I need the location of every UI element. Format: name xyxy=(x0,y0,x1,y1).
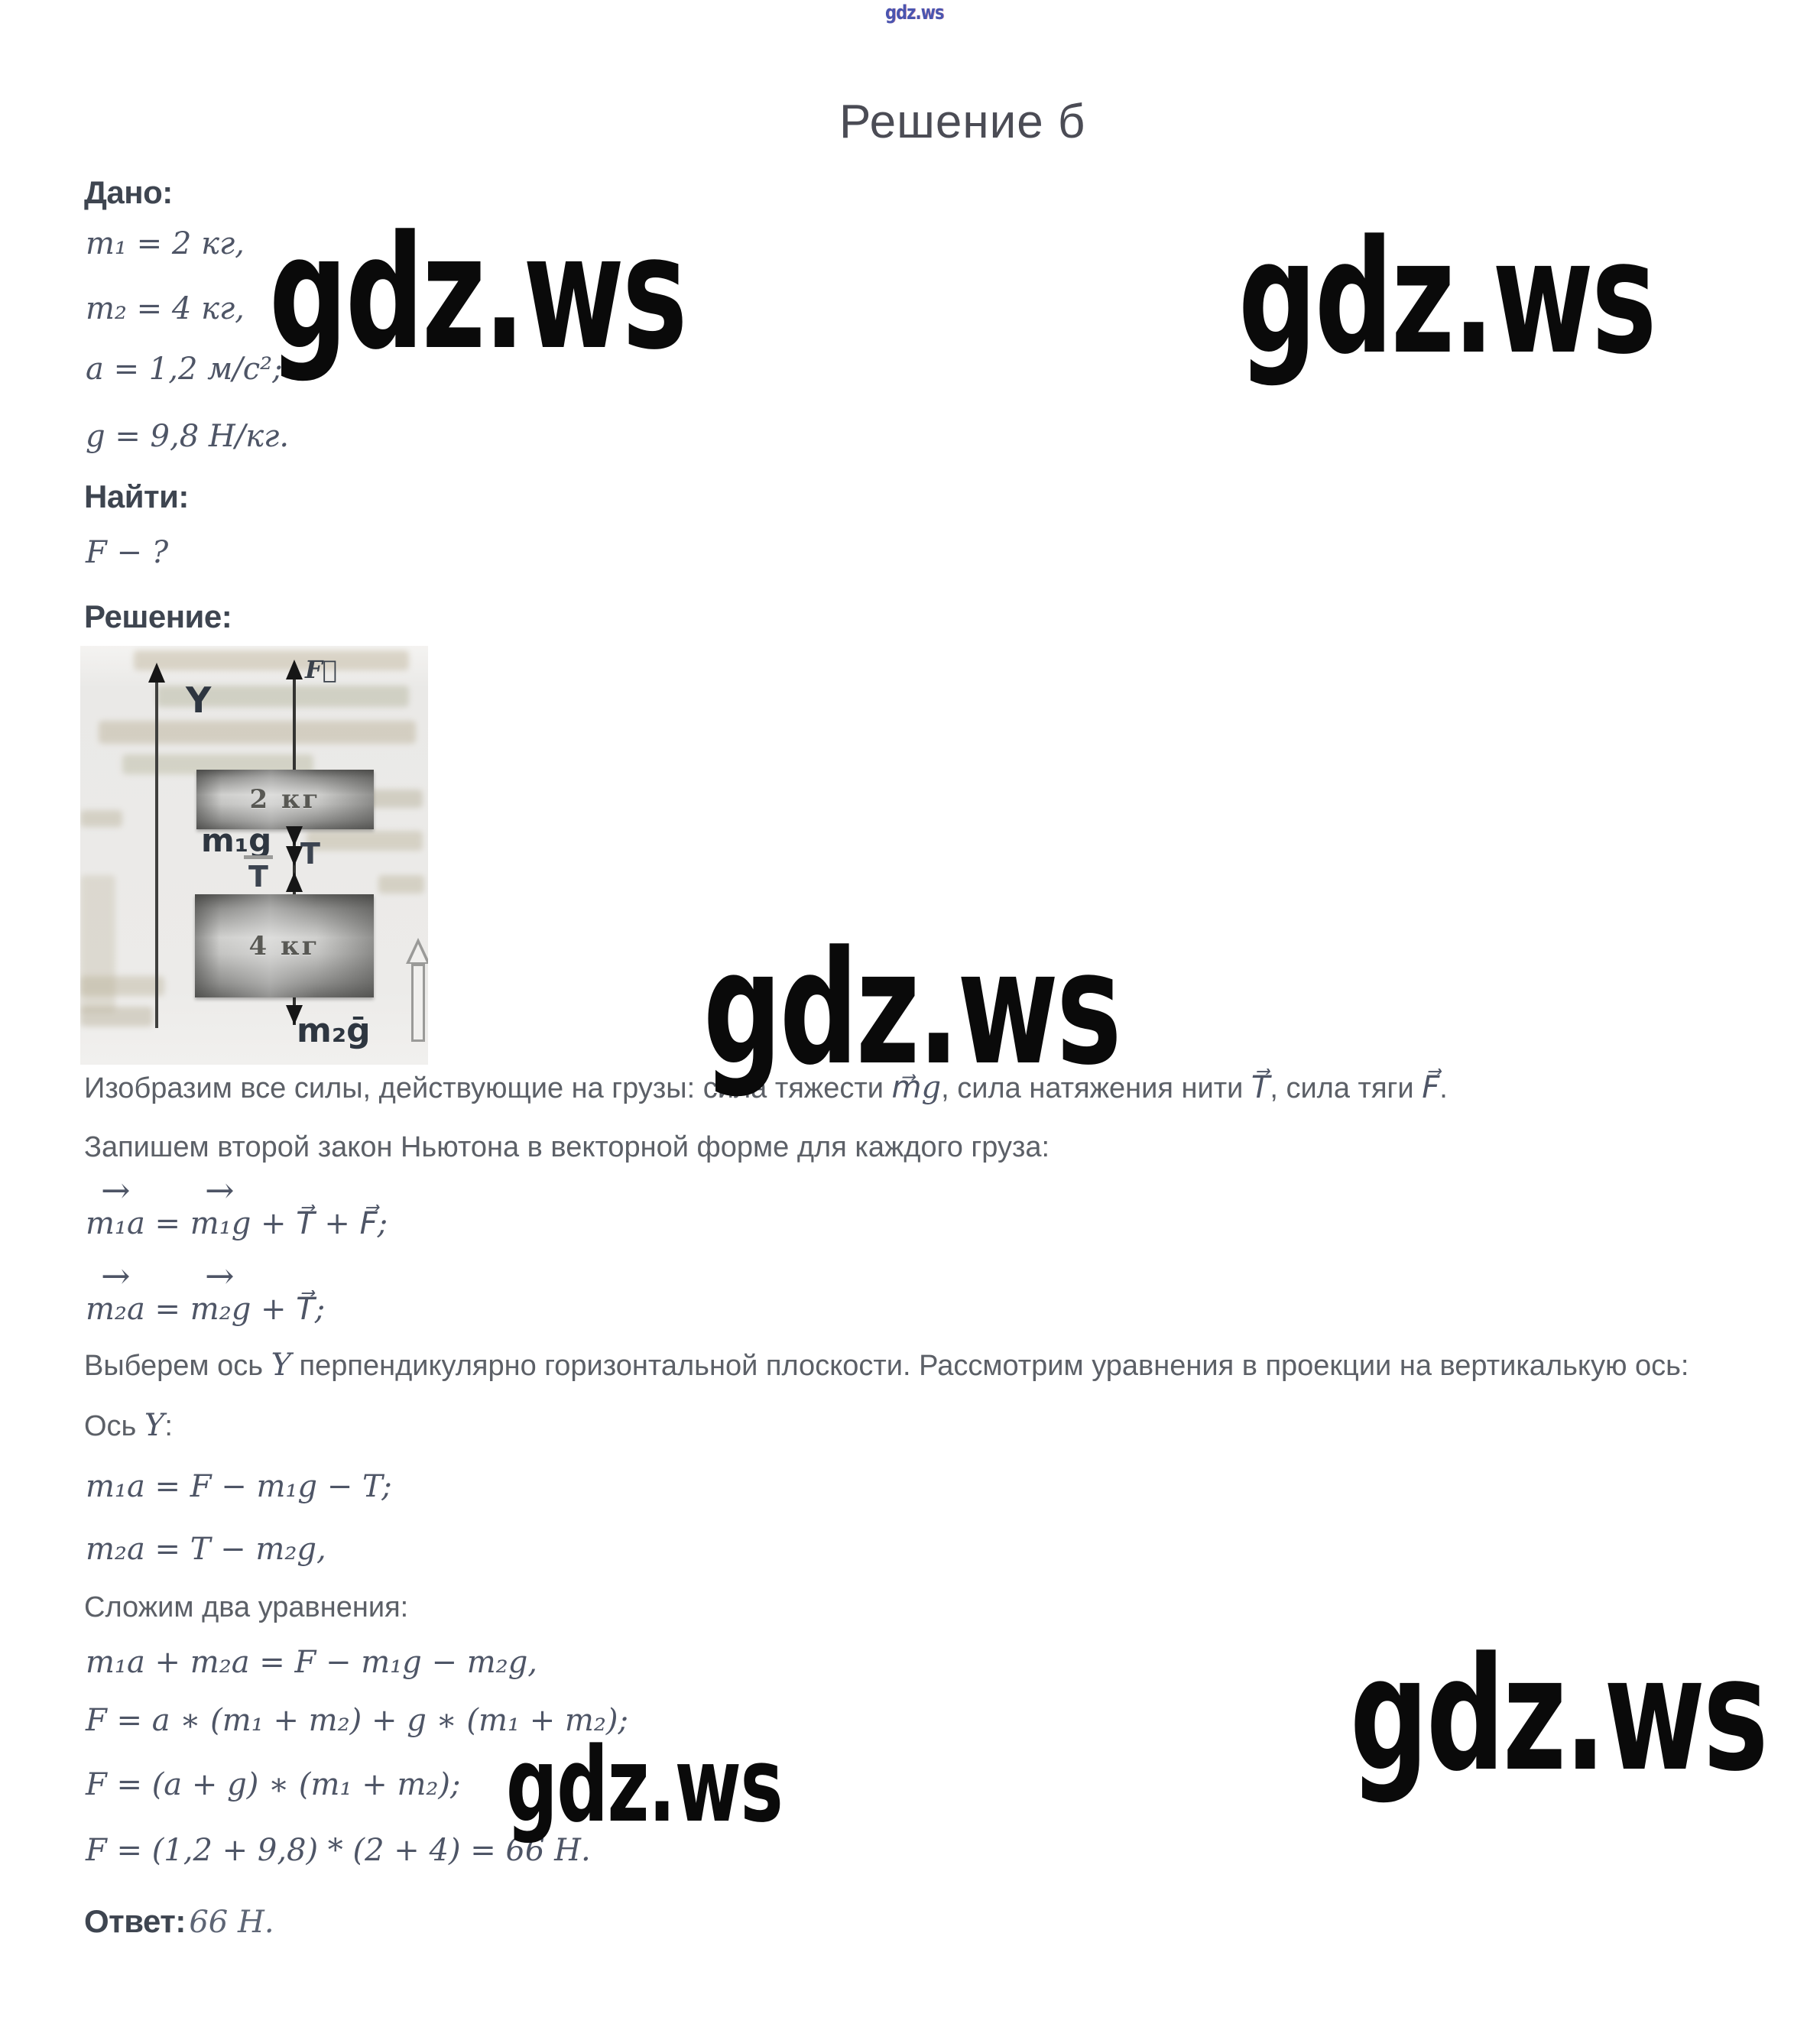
given-m2: m₂ = 4 кг, xyxy=(86,291,245,326)
vector-arrow-icon: → xyxy=(101,1255,131,1296)
block-4kg: 4 кг xyxy=(195,894,374,997)
newton-paragraph: Запишем второй закон Ньютона в векторной… xyxy=(84,1131,1050,1163)
final-equation: F = (1,2 + 9,8) * (2 + 4) = 66 Н. xyxy=(86,1833,591,1868)
tension-lower-arrowhead-icon xyxy=(286,872,303,892)
forces-text-4: . xyxy=(1439,1072,1448,1104)
find-value: F − ? xyxy=(86,535,169,570)
axis-y-colon: : xyxy=(164,1410,173,1442)
y-axis-arrowhead-icon xyxy=(148,663,165,683)
axis-y-line: Ось Y: xyxy=(84,1408,173,1443)
m1g-arrowhead-icon xyxy=(286,826,303,846)
given-m1: m₁ = 2 кг, xyxy=(86,226,245,261)
watermark-top-tiny: gdz.ws xyxy=(885,2,944,24)
answer-value: 66 Н. xyxy=(189,1905,274,1940)
tension-upper-label: T xyxy=(300,837,320,871)
watermark-top-right: gdz.ws xyxy=(1238,207,1656,389)
axis-y-var2: Y xyxy=(144,1408,165,1443)
tension-upper-arrowhead-icon xyxy=(286,846,303,866)
tension-lower-bar xyxy=(244,855,273,859)
tension-lower-label: T xyxy=(248,860,268,894)
given-g: g = 9,8 Н/кг. xyxy=(86,419,290,454)
y-axis-label: Y xyxy=(186,679,212,721)
ghost-smudge xyxy=(378,875,424,894)
axis-y-var: Y xyxy=(271,1348,291,1383)
forces-text-1: Изобразим все силы, действующие на грузы… xyxy=(84,1072,892,1104)
watermark-bottom-center: gdz.ws xyxy=(506,1725,783,1845)
block-2kg: 2 кг xyxy=(196,770,374,829)
accel-arrow-shaft xyxy=(411,964,425,1042)
block-2kg-label: 2 кг xyxy=(249,784,321,815)
ghost-smudge xyxy=(80,875,115,1013)
vector-arrow-icon: → xyxy=(205,1255,235,1296)
newton1-text: m₁a = m₁g + T⃗ + F⃗; xyxy=(86,1206,388,1241)
ghost-smudge xyxy=(80,976,164,996)
force-f-arrowhead-icon xyxy=(286,660,303,679)
sum-paragraph: Сложим два уравнения: xyxy=(84,1591,409,1623)
forces-text-2: , сила натяжения нити xyxy=(941,1072,1251,1104)
mg-vector: m⃗g xyxy=(891,1070,942,1105)
answer-label: Ответ: xyxy=(84,1903,186,1939)
vector-arrow-icon: → xyxy=(205,1169,235,1211)
watermark-middle: gdz.ws xyxy=(703,918,1121,1100)
sum-equation-1: m₁a + m₂a = F − m₁g − m₂g, xyxy=(86,1645,538,1680)
find-label: Найти: xyxy=(84,478,189,514)
given-label: Дано: xyxy=(84,174,173,210)
block-4kg-label: 4 кг xyxy=(248,930,320,962)
y-axis-line xyxy=(155,667,158,1028)
f-vector: F⃗ xyxy=(1422,1070,1440,1105)
sum-equation-2: F = a ∗ (m₁ + m₂) + g ∗ (m₁ + m₂); xyxy=(86,1703,628,1738)
m2g-arrowhead-icon xyxy=(286,1005,303,1025)
sum-equation-3: F = (a + g) ∗ (m₁ + m₂); xyxy=(86,1767,461,1802)
t-vector: T⃗ xyxy=(1251,1070,1270,1105)
vector-arrow-icon: → xyxy=(101,1169,131,1211)
ghost-smudge xyxy=(80,810,122,827)
forces-text-3: , сила тяги xyxy=(1270,1072,1423,1104)
forces-paragraph: Изобразим все силы, действующие на грузы… xyxy=(84,1070,1448,1105)
watermark-top-left: gdz.ws xyxy=(269,203,687,384)
m1g-label: m₁g xyxy=(201,822,272,859)
force-f-label: F⃗ xyxy=(305,655,337,684)
projection-equation-1: m₁a = F − m₁g − T; xyxy=(86,1469,392,1504)
newton2-text: m₂a = m₂g + T⃗; xyxy=(86,1292,326,1327)
ghost-smudge xyxy=(157,686,409,707)
watermark-bottom-right: gdz.ws xyxy=(1350,1624,1768,1806)
solution-label: Решение: xyxy=(84,598,232,634)
page-title: Решение б xyxy=(839,96,1086,148)
ghost-smudge xyxy=(99,721,416,744)
m2g-label: m₂ḡ xyxy=(297,1011,371,1050)
axis-paragraph: Выберем ось Y перпендикулярно горизонтал… xyxy=(84,1348,1689,1383)
projection-equation-2: m₂a = T − m₂g, xyxy=(86,1532,326,1567)
force-diagram: Y F⃗ 2 кг m₁g T T 4 кг m₂ḡ ā xyxy=(80,646,428,1065)
ghost-smudge xyxy=(307,831,423,851)
ghost-smudge xyxy=(134,650,409,670)
ghost-smudge xyxy=(80,1007,153,1026)
axis-text-2: перпендикулярно горизонтальной плоскости… xyxy=(290,1350,1689,1382)
axis-y-text: Ось xyxy=(84,1410,144,1442)
accel-arrowhead-inner xyxy=(410,944,427,962)
axis-text-1: Выберем ось xyxy=(84,1350,271,1382)
answer-line: Ответ: 66 Н. xyxy=(84,1903,274,1940)
given-a: a = 1,2 м/с²; xyxy=(86,352,283,387)
